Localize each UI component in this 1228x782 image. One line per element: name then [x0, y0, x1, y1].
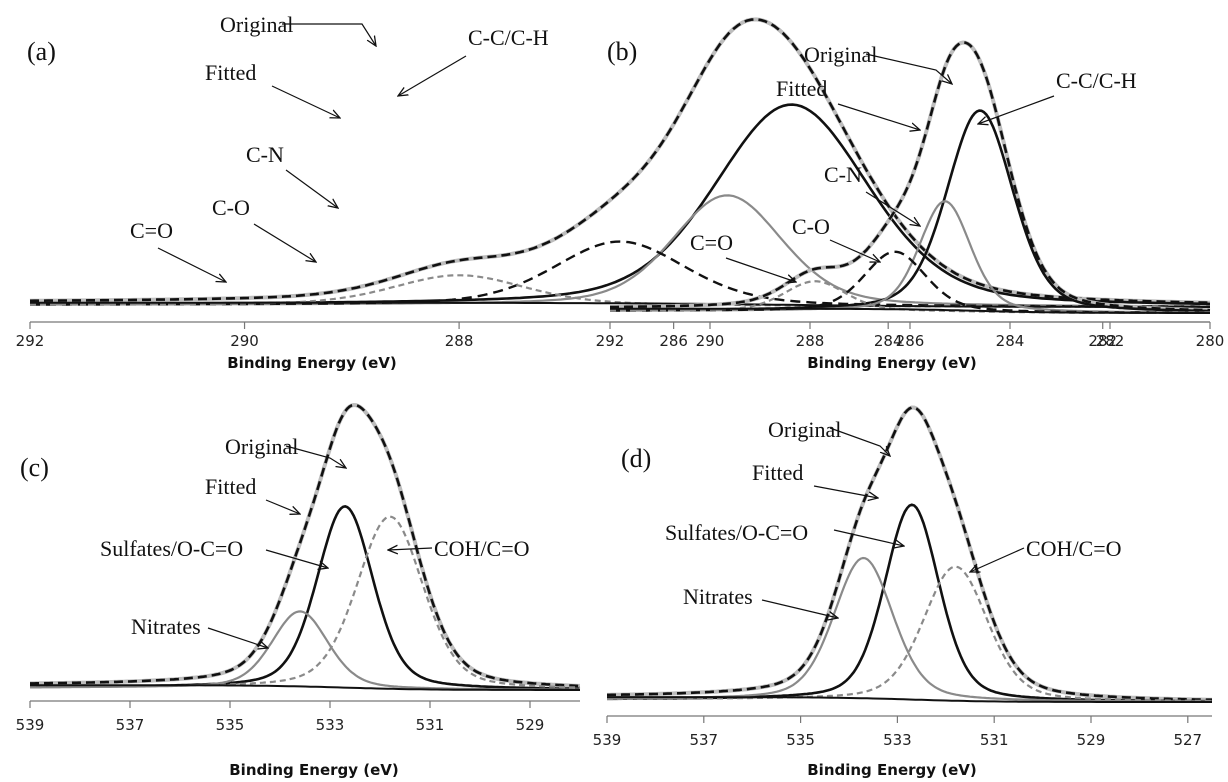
- annotation-arrow: [282, 23, 376, 46]
- x-tick-label: 286: [659, 332, 688, 350]
- x-axis-title: Binding Energy (eV): [229, 761, 399, 779]
- series-c-c-c-h: [30, 103, 1211, 306]
- series-c-o: [30, 240, 1210, 308]
- x-tick-label: 292: [596, 332, 625, 350]
- x-tick-label: 533: [883, 731, 912, 749]
- x-tick-label: 529: [1077, 731, 1106, 749]
- annotation-arrow: [253, 223, 316, 262]
- annotation-arrow: [865, 53, 952, 84]
- panel-label: (b): [607, 37, 637, 66]
- annotation-arrow: [207, 627, 268, 648]
- x-tick-label: 529: [516, 716, 545, 734]
- annotation-label: Original: [768, 417, 841, 442]
- annotation-label: C-N: [246, 142, 284, 167]
- x-tick-label: 286: [896, 332, 925, 350]
- annotation-label: Original: [804, 42, 877, 67]
- annotation-arrow: [388, 548, 433, 550]
- annotation-label: Fitted: [205, 474, 256, 499]
- series-c-n: [610, 200, 1210, 314]
- x-tick-label: 284: [996, 332, 1025, 350]
- x-tick-label: 288: [796, 332, 825, 350]
- annotation-arrow: [725, 257, 796, 282]
- annotation-arrow: [285, 169, 338, 208]
- series-fitted: [30, 403, 580, 688]
- x-tick-label: 282: [1088, 332, 1117, 350]
- annotation-label: C=O: [690, 230, 733, 255]
- x-tick-label: 539: [593, 731, 622, 749]
- background-line: [607, 696, 1212, 703]
- series-fitted: [29, 18, 1211, 304]
- annotation-arrow: [829, 427, 890, 456]
- panel-label: (d): [621, 444, 651, 473]
- annotation-label: COH/C=O: [1026, 536, 1122, 561]
- x-tick-label: 535: [216, 716, 245, 734]
- panel-label: (c): [20, 453, 49, 482]
- series-c-o: [609, 250, 1210, 314]
- annotation-arrow: [970, 547, 1025, 572]
- annotation-label: C-O: [212, 195, 250, 220]
- background-line: [30, 301, 1210, 308]
- annotation-arrow: [271, 85, 340, 118]
- annotation-arrow: [813, 485, 878, 498]
- x-tick-label: 531: [416, 716, 445, 734]
- series-fitted: [607, 406, 1212, 701]
- annotation-label: Sulfates/O-C=O: [100, 536, 243, 561]
- panel-label: (a): [27, 37, 56, 66]
- series-fitted: [610, 41, 1211, 312]
- series-coh-c-o: [607, 565, 1212, 703]
- annotation-label: Sulfates/O-C=O: [665, 520, 808, 545]
- x-tick-label: 527: [1173, 731, 1202, 749]
- annotation-arrow: [285, 445, 346, 468]
- background-line: [610, 307, 1210, 314]
- annotation-arrow: [829, 239, 880, 262]
- x-tick-label: 539: [16, 716, 45, 734]
- x-tick-label: 533: [316, 716, 345, 734]
- annotation-label: Nitrates: [131, 614, 201, 639]
- x-tick-label: 280: [1196, 332, 1225, 350]
- annotation-label: Original: [220, 12, 293, 37]
- annotation-arrow: [761, 599, 838, 618]
- annotation-label: Nitrates: [683, 584, 753, 609]
- x-tick-label: 290: [696, 332, 725, 350]
- x-tick-label: 292: [16, 332, 45, 350]
- panel-c: 539 537 535 533 531 529 Binding Energy (eV) (c)…: [16, 402, 581, 779]
- annotation-label: Fitted: [752, 460, 803, 485]
- annotation-arrow: [837, 103, 920, 130]
- annotation-label: C=O: [130, 218, 173, 243]
- annotation-arrow: [398, 55, 467, 96]
- annotation-arrow: [865, 191, 920, 226]
- series-nitrates: [607, 556, 1212, 703]
- annotation-arrow: [265, 549, 328, 568]
- x-tick-label: 535: [786, 731, 815, 749]
- annotation-label: C-N: [824, 162, 862, 187]
- x-tick-label: 288: [445, 332, 474, 350]
- x-tick-label: 290: [230, 332, 259, 350]
- x-tick-label: 284: [874, 332, 903, 350]
- annotation-label: C-C/C-H: [1056, 68, 1137, 93]
- annotation-arrow: [978, 95, 1055, 124]
- annotation-arrow: [157, 247, 226, 282]
- x-tick-label: 531: [980, 731, 1009, 749]
- x-axis-title: Binding Energy (eV): [807, 354, 977, 372]
- annotation-arrow: [833, 529, 904, 546]
- x-axis-title: Binding Energy (eV): [227, 354, 397, 372]
- annotation-label: C-O: [792, 214, 830, 239]
- x-tick-label: 537: [689, 731, 718, 749]
- x-tick-label: 537: [116, 716, 145, 734]
- series-c-c-c-h: [610, 109, 1210, 313]
- annotation-label: COH/C=O: [434, 536, 530, 561]
- annotation-label: Fitted: [776, 76, 827, 101]
- x-axis-title: Binding Energy (eV): [807, 761, 977, 779]
- annotation-arrow: [265, 499, 300, 514]
- annotation-label: C-C/C-H: [468, 25, 549, 50]
- annotation-label: Fitted: [205, 60, 256, 85]
- panel-d: 539 537 535 533 531 529 527 Binding Energy (eV)…: [593, 405, 1212, 779]
- x-tick-label: 282: [1096, 332, 1125, 350]
- background-line: [30, 684, 580, 691]
